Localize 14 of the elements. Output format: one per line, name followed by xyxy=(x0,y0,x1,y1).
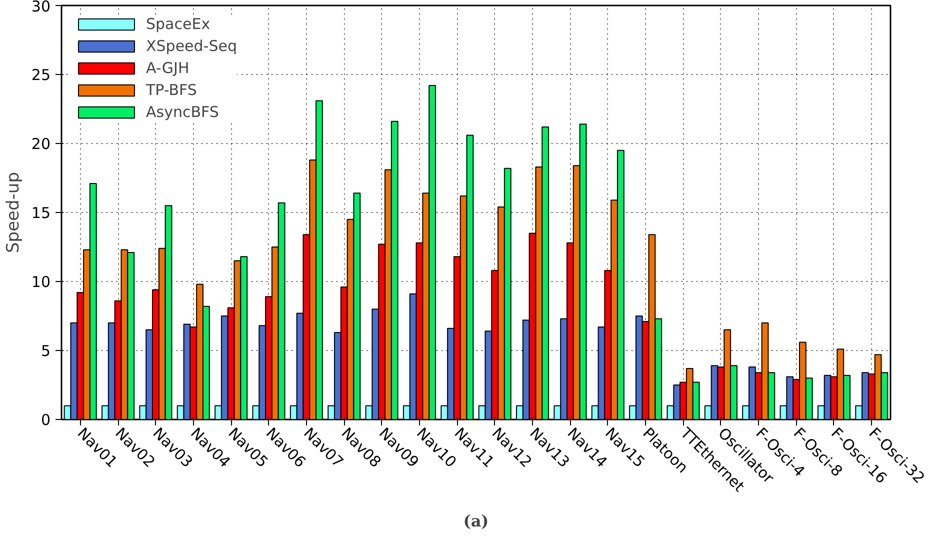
y-tick-label: 0 xyxy=(40,411,51,429)
y-tick-label: 5 xyxy=(40,342,51,360)
y-tick-label: 25 xyxy=(31,66,51,84)
legend-label: TP-BFS xyxy=(146,81,197,99)
legend-label: A-GJH xyxy=(146,59,190,77)
legend-label: SpaceEx xyxy=(146,15,210,33)
legend-label: AsyncBFS xyxy=(146,103,219,121)
y-tick-label: 30 xyxy=(31,0,51,16)
y-tick-label: 10 xyxy=(31,273,51,291)
y-tick-label: 15 xyxy=(31,204,51,222)
text: (a) xyxy=(463,512,489,530)
legend-label: XSpeed-Seq xyxy=(146,37,237,55)
y-tick-label: 20 xyxy=(31,135,51,153)
y-axis-title: Speed-up xyxy=(3,172,24,253)
